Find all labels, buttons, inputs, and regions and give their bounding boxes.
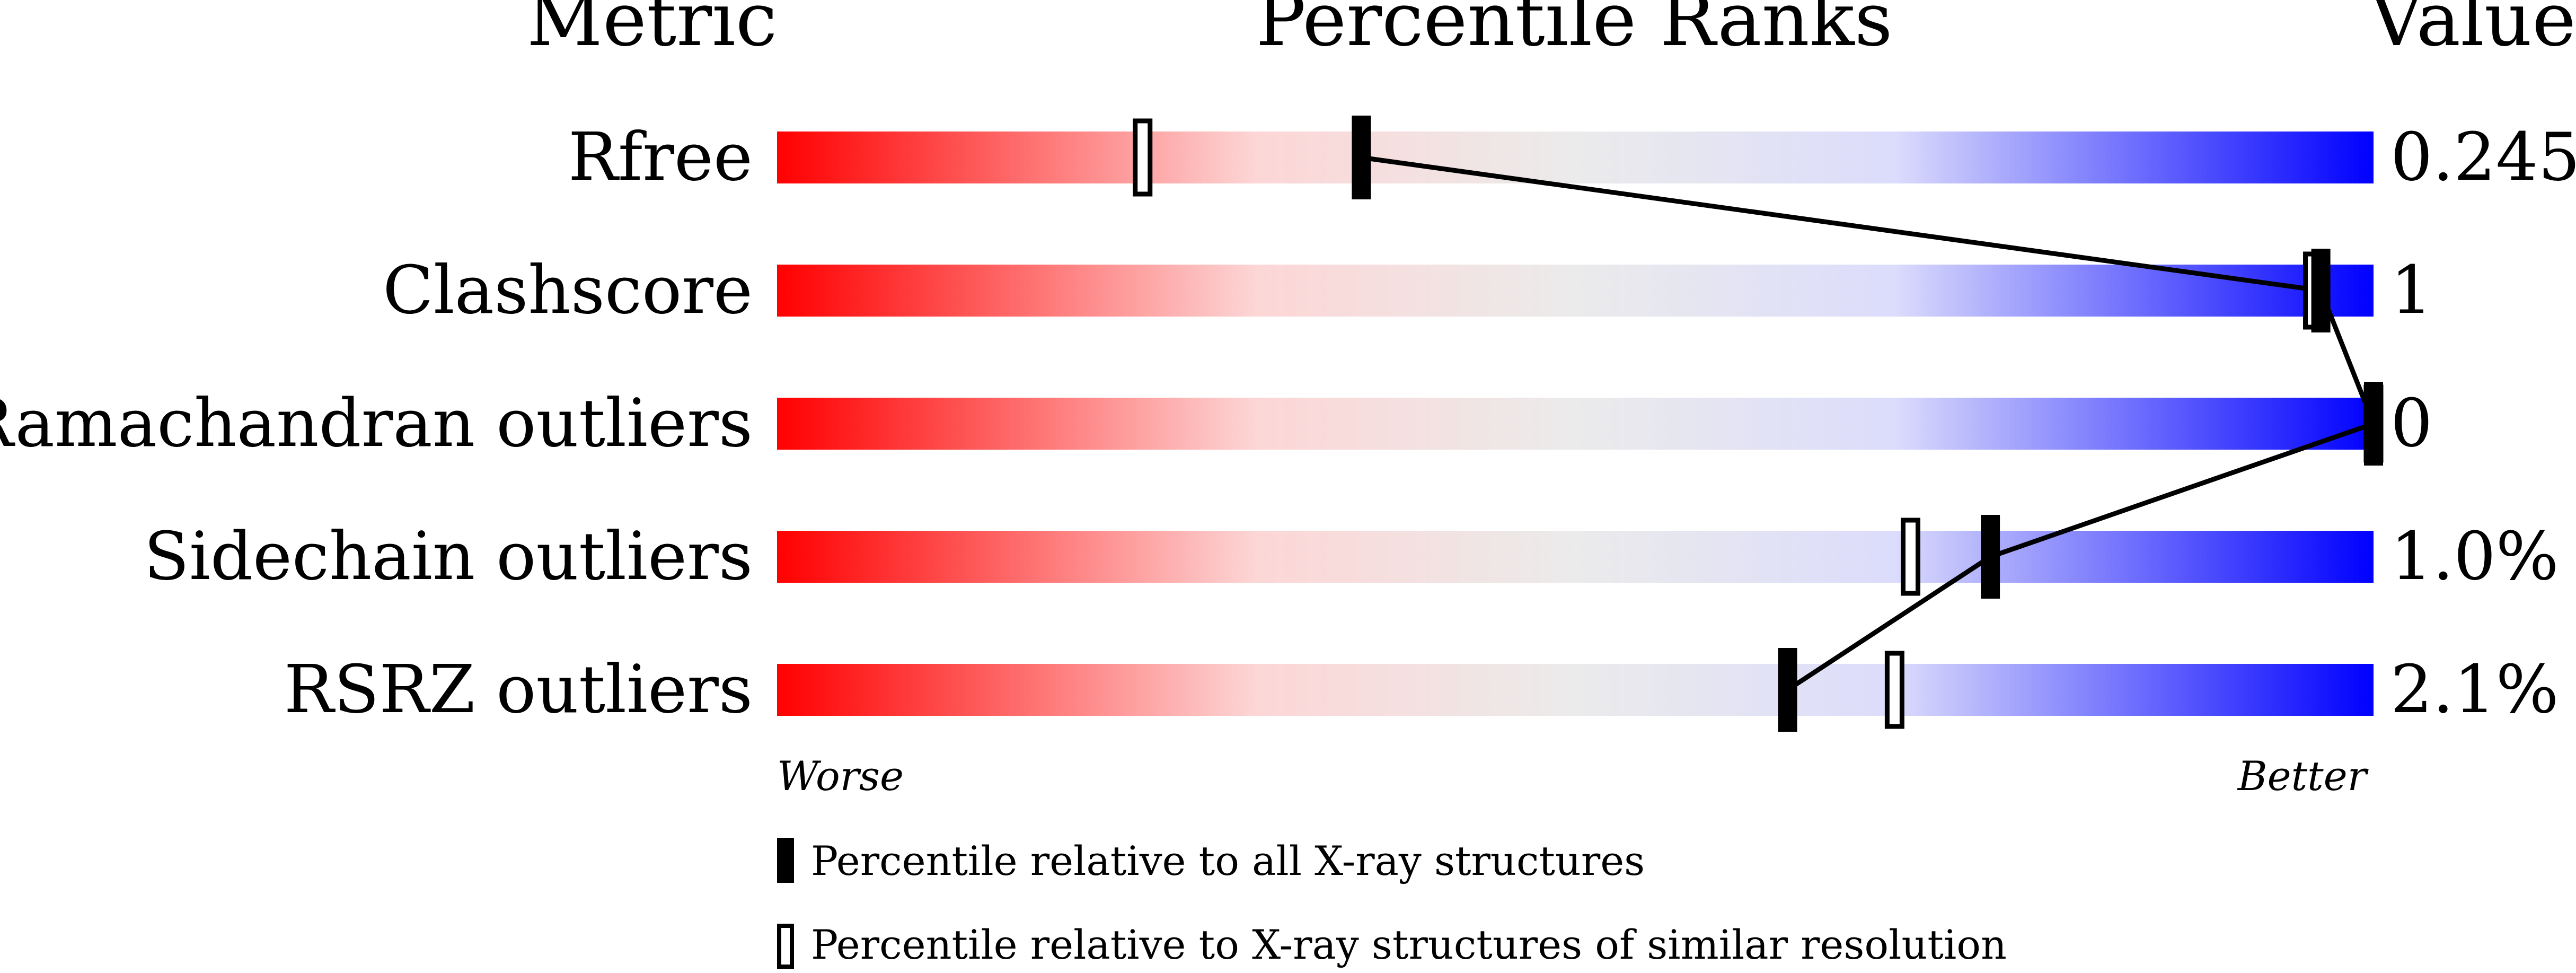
percentile-bar xyxy=(777,664,2374,716)
metric-value: 1 xyxy=(2390,252,2433,329)
metric-value: 0.245 xyxy=(2390,119,2576,196)
percentile-bar xyxy=(777,132,2374,183)
axis-worse-label: Worse xyxy=(777,752,904,800)
legend-all-marker xyxy=(777,838,794,883)
percentile-bar xyxy=(777,398,2374,450)
percentile-bar xyxy=(777,531,2374,583)
marker-all-structures xyxy=(2311,249,2331,332)
metric-label: Rfree xyxy=(568,119,753,196)
legend-all-label: Percentile relative to all X-ray structu… xyxy=(811,837,1645,884)
legend-similar-label: Percentile relative to X-ray structures … xyxy=(811,921,2007,968)
metric-value: 0 xyxy=(2390,385,2433,462)
metric-value: 1.0% xyxy=(2390,518,2559,595)
axis-better-label: Better xyxy=(2237,752,2369,800)
metric-label: Sidechain outliers xyxy=(144,518,753,595)
header-percentile-ranks: Percentile Ranks xyxy=(1256,0,1892,63)
marker-all-structures xyxy=(1778,648,1797,732)
marker-all-structures xyxy=(2364,382,2383,466)
percentile-bar xyxy=(777,265,2374,317)
marker-similar-resolution xyxy=(1901,518,1921,596)
metric-label: RSRZ outliers xyxy=(284,651,753,728)
marker-all-structures xyxy=(1352,116,1371,199)
legend-similar-marker xyxy=(777,924,794,969)
header-value: Value xyxy=(2368,0,2576,63)
metric-value: 2.1% xyxy=(2390,651,2559,728)
marker-similar-resolution xyxy=(1884,651,1904,729)
metric-label: Clashscore xyxy=(383,252,753,329)
header-metric: Metric xyxy=(527,0,778,63)
metric-label: Ramachandran outliers xyxy=(0,385,753,462)
marker-all-structures xyxy=(1981,515,2000,599)
marker-similar-resolution xyxy=(1133,118,1153,197)
